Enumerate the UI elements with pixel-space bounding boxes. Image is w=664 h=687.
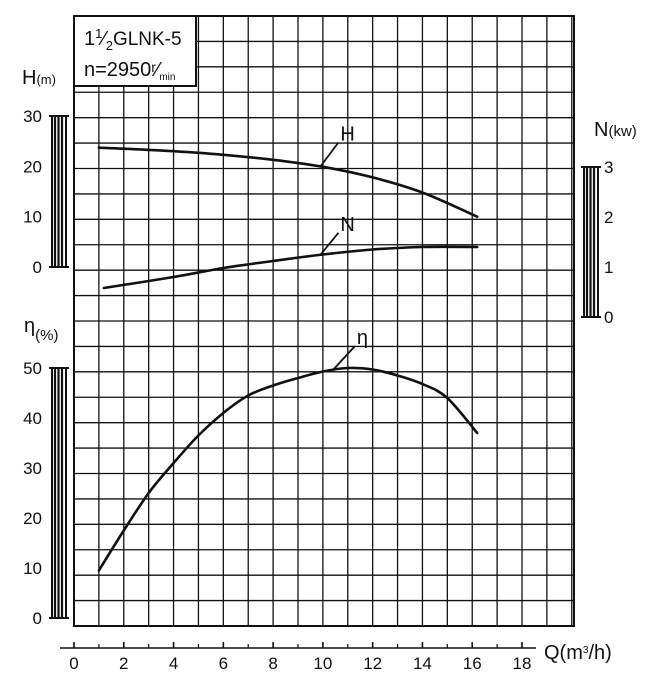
n-tick-label: 3 xyxy=(604,158,613,177)
n-axis-label: N xyxy=(594,119,608,141)
eta-tick-label: 50 xyxy=(23,359,42,378)
h-axis-label: H xyxy=(22,67,36,89)
n-axis-title: N(kw) xyxy=(594,119,637,141)
h-axis-unit: (m) xyxy=(36,72,56,87)
q-axis-label: Q(m xyxy=(544,642,583,664)
n-axis-unit: (kw) xyxy=(608,123,636,140)
h-tick-label: 0 xyxy=(33,258,42,277)
speed-prefix: n=2950 xyxy=(84,59,151,81)
q-axis-sup: 3 xyxy=(583,645,589,656)
plot-frame xyxy=(73,15,575,627)
axis-scale-bars xyxy=(49,115,601,619)
eta-axis-label: η xyxy=(24,315,35,337)
h-tick-label: 10 xyxy=(23,208,42,227)
q-tick-label: 12 xyxy=(363,654,382,673)
curve-N xyxy=(102,245,479,290)
q-tick-label: 0 xyxy=(69,654,78,673)
q-tick-label: 10 xyxy=(313,654,332,673)
eta-scale-bar xyxy=(49,367,69,619)
model-frac-den: 2 xyxy=(106,38,113,53)
n-tick-label: 2 xyxy=(604,208,613,227)
eta-tick-label: 30 xyxy=(23,459,42,478)
model-frac-slash: ⁄ xyxy=(97,28,108,50)
q-axis-tail: /h) xyxy=(588,642,611,664)
speed-slash: ⁄ xyxy=(151,59,162,81)
leader-H xyxy=(319,141,340,168)
h-axis-title: H(m) xyxy=(22,67,56,89)
curve-H xyxy=(97,146,479,218)
curve-label-H: H xyxy=(340,123,354,145)
h-tick-label: 30 xyxy=(23,107,42,126)
model-name: GLNK-5 xyxy=(113,29,182,50)
q-tick-label: 16 xyxy=(463,654,482,673)
eta-tick-label: 0 xyxy=(33,609,42,628)
eta-axis-unit: (%) xyxy=(35,327,58,344)
q-tick-label: 4 xyxy=(169,654,178,673)
model-frac-num: 1 xyxy=(95,26,102,41)
eta-axis-title: η(%) xyxy=(24,315,58,344)
eta-tick-label: 20 xyxy=(23,509,42,528)
leader-eta xyxy=(332,345,356,371)
q-tick-label: 2 xyxy=(119,654,128,673)
n-tick-label: 1 xyxy=(604,258,613,277)
model-speed: n=2950r⁄min xyxy=(84,59,175,83)
model-whole: 1 xyxy=(84,28,95,50)
eta-tick-label: 40 xyxy=(23,409,42,428)
curves: H Nη xyxy=(97,123,479,572)
q-tick-label: 6 xyxy=(219,654,228,673)
model-title: 11⁄2GLNK-5 xyxy=(84,26,182,53)
n-tick-label: 0 xyxy=(604,308,613,327)
n-scale-bar xyxy=(581,166,601,318)
grid xyxy=(73,15,575,627)
q-tick-label: 18 xyxy=(513,654,532,673)
h-tick-label: 20 xyxy=(23,157,42,176)
q-tick-label: 8 xyxy=(268,654,277,673)
q-axis-title: Q(m3/h) xyxy=(544,642,612,664)
curve-label-N: N xyxy=(340,214,354,236)
curve-eta xyxy=(97,366,479,572)
curve-label-eta: η xyxy=(357,327,368,349)
h-scale-bar xyxy=(49,115,69,268)
speed-den: min xyxy=(159,72,175,83)
speed-num: r xyxy=(151,59,156,75)
leader-N xyxy=(319,232,340,256)
q-tick-label: 14 xyxy=(413,654,432,673)
model-box xyxy=(73,15,197,87)
eta-tick-label: 10 xyxy=(23,559,42,578)
